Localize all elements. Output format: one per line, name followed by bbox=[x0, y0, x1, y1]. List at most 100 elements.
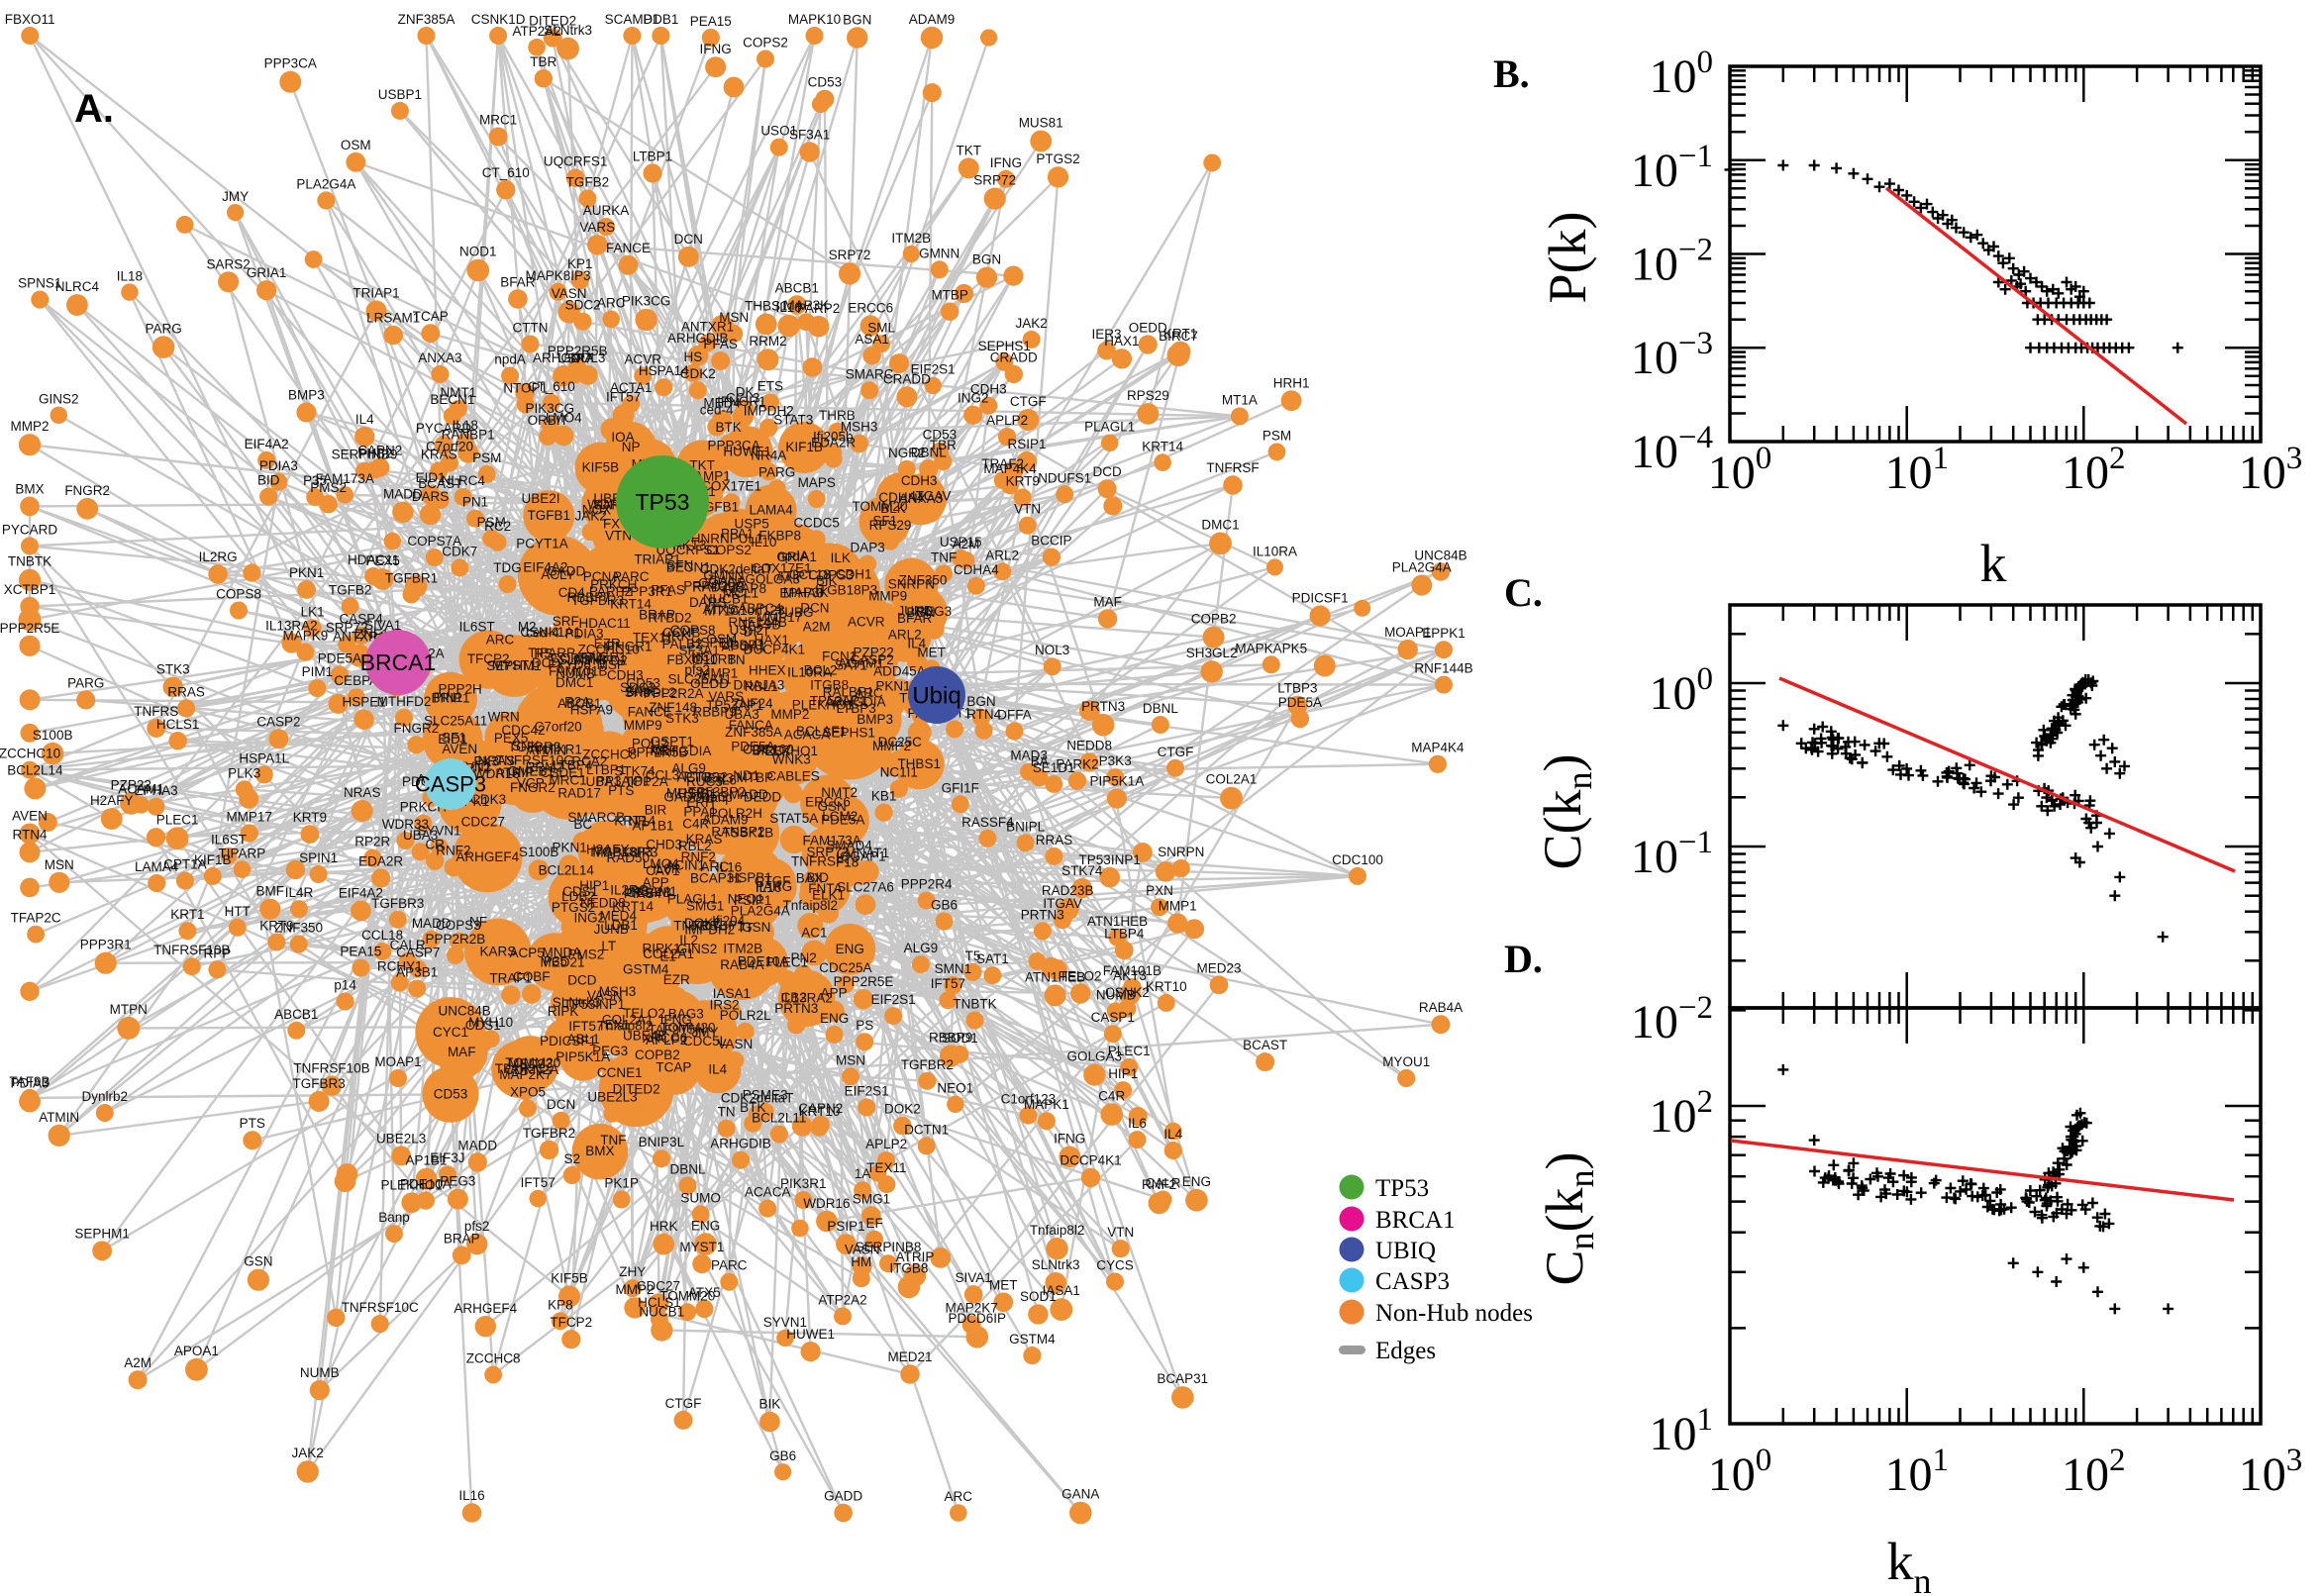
svg-text:RRM2: RRM2 bbox=[526, 760, 563, 775]
svg-text:MYOU1: MYOU1 bbox=[1382, 1054, 1430, 1069]
svg-text:MRC1: MRC1 bbox=[479, 113, 517, 128]
svg-text:LRSAM1: LRSAM1 bbox=[624, 884, 677, 899]
svg-text:CCL3: CCL3 bbox=[646, 767, 680, 782]
svg-text:KRT14: KRT14 bbox=[610, 597, 652, 612]
svg-text:Tnfaip8l2: Tnfaip8l2 bbox=[598, 1019, 654, 1034]
svg-text:TKT: TKT bbox=[689, 458, 715, 473]
svg-text:UBA3: UBA3 bbox=[725, 707, 759, 722]
svg-text:FBXO11: FBXO11 bbox=[5, 12, 55, 27]
svg-text:HCLS1: HCLS1 bbox=[156, 717, 200, 732]
svg-text:THBS1: THBS1 bbox=[745, 299, 788, 314]
svg-text:PSM: PSM bbox=[477, 515, 506, 530]
svg-text:FANCA: FANCA bbox=[729, 718, 773, 733]
svg-text:BC: BC bbox=[573, 817, 592, 832]
svg-text:RSIP1: RSIP1 bbox=[678, 786, 717, 801]
svg-text:NC: NC bbox=[691, 649, 711, 664]
svg-text:STK74: STK74 bbox=[1061, 863, 1103, 878]
svg-text:BRCA1: BRCA1 bbox=[1375, 1207, 1456, 1234]
svg-text:NEO1: NEO1 bbox=[937, 1081, 973, 1096]
svg-text:IL4: IL4 bbox=[355, 412, 374, 427]
svg-text:C(kn): C(kn) bbox=[1533, 754, 1599, 870]
svg-text:ENG: ENG bbox=[820, 1011, 849, 1026]
svg-text:COX17E1: COX17E1 bbox=[752, 560, 812, 575]
svg-text:CDS1: CDS1 bbox=[562, 884, 598, 899]
svg-text:KRT14: KRT14 bbox=[1142, 439, 1183, 453]
svg-text:KARS: KARS bbox=[480, 945, 517, 959]
svg-text:UBE2I: UBE2I bbox=[521, 491, 559, 506]
svg-text:ACVR: ACVR bbox=[848, 614, 885, 629]
svg-text:THBS1: THBS1 bbox=[897, 756, 941, 771]
svg-text:BNIP3L: BNIP3L bbox=[639, 1135, 685, 1149]
svg-text:RAD50: RAD50 bbox=[607, 850, 651, 865]
svg-text:PTGS2: PTGS2 bbox=[552, 900, 595, 915]
svg-text:PPP2R5B: PPP2R5B bbox=[628, 746, 688, 760]
svg-text:COL2A1: COL2A1 bbox=[643, 947, 694, 961]
svg-text:DCN: DCN bbox=[547, 1097, 575, 1112]
svg-text:PDE10A: PDE10A bbox=[738, 954, 789, 969]
svg-text:PTGS2: PTGS2 bbox=[683, 769, 727, 784]
svg-text:BRCA1: BRCA1 bbox=[360, 649, 437, 675]
svg-text:COPS8: COPS8 bbox=[216, 587, 261, 602]
svg-text:PCNA: PCNA bbox=[583, 569, 621, 584]
svg-text:MADD: MADD bbox=[457, 1138, 497, 1152]
svg-text:PP3AIP1: PP3AIP1 bbox=[596, 774, 651, 789]
svg-text:NOD1: NOD1 bbox=[459, 245, 497, 259]
svg-text:RSIP1: RSIP1 bbox=[1007, 437, 1046, 451]
svg-text:PKN1: PKN1 bbox=[875, 679, 910, 694]
svg-text:SLC25A11: SLC25A11 bbox=[424, 713, 487, 728]
svg-text:UBE4B: UBE4B bbox=[623, 1028, 666, 1043]
svg-text:COPB2: COPB2 bbox=[1191, 612, 1237, 627]
svg-text:LT: LT bbox=[601, 939, 616, 953]
svg-text:JAK2: JAK2 bbox=[575, 508, 607, 523]
svg-text:IL16: IL16 bbox=[756, 880, 781, 895]
svg-text:PRKCH: PRKCH bbox=[590, 577, 637, 592]
svg-text:KRAS: KRAS bbox=[421, 447, 457, 461]
svg-text:PLEC1: PLEC1 bbox=[1108, 1044, 1151, 1058]
svg-text:PPP3CA: PPP3CA bbox=[264, 56, 317, 71]
svg-text:TP53INP1: TP53INP1 bbox=[563, 997, 625, 1012]
svg-text:FBXO11: FBXO11 bbox=[666, 652, 717, 667]
svg-text:RBL2: RBL2 bbox=[678, 839, 712, 853]
svg-text:IL2RG: IL2RG bbox=[610, 883, 649, 898]
svg-text:WDR16: WDR16 bbox=[803, 1196, 850, 1211]
svg-text:MOAP1: MOAP1 bbox=[1384, 625, 1431, 640]
svg-text:IL6ST: IL6ST bbox=[211, 833, 247, 848]
svg-text:CAPN2: CAPN2 bbox=[357, 444, 402, 458]
svg-text:LDB1: LDB1 bbox=[604, 918, 638, 933]
svg-text:IFNG: IFNG bbox=[699, 42, 731, 56]
svg-text:BIR: BIR bbox=[645, 802, 667, 817]
svg-text:HSPE1: HSPE1 bbox=[342, 695, 385, 710]
svg-text:PARG: PARG bbox=[67, 675, 104, 690]
svg-text:HAX1: HAX1 bbox=[755, 633, 789, 648]
svg-text:TN: TN bbox=[718, 1105, 736, 1120]
svg-text:npdA: npdA bbox=[494, 352, 526, 367]
svg-text:RRM2: RRM2 bbox=[749, 334, 786, 349]
svg-text:ARHGEF4: ARHGEF4 bbox=[454, 1301, 517, 1316]
svg-text:IQGAP1: IQGAP1 bbox=[836, 848, 885, 863]
svg-text:PKN1: PKN1 bbox=[552, 840, 586, 854]
svg-text:GADD: GADD bbox=[547, 564, 585, 579]
svg-text:USBP1: USBP1 bbox=[721, 638, 764, 652]
svg-text:NUMB: NUMB bbox=[1096, 987, 1136, 1002]
svg-text:ADAM9: ADAM9 bbox=[702, 812, 749, 827]
svg-text:FANCE: FANCE bbox=[606, 241, 651, 255]
svg-text:RIPK: RIPK bbox=[548, 1004, 579, 1019]
svg-text:IFT57: IFT57 bbox=[521, 1175, 556, 1190]
svg-text:KP8: KP8 bbox=[548, 1297, 573, 1312]
svg-text:DITED2: DITED2 bbox=[613, 1081, 660, 1096]
svg-text:MET: MET bbox=[650, 743, 678, 757]
svg-text:RAD17: RAD17 bbox=[557, 786, 601, 801]
svg-text:ZNF148: ZNF148 bbox=[649, 700, 697, 715]
svg-text:PEX5: PEX5 bbox=[494, 731, 529, 746]
svg-text:HIP1: HIP1 bbox=[579, 878, 609, 893]
svg-text:NDUFS1: NDUFS1 bbox=[1038, 470, 1091, 485]
svg-text:S100B: S100B bbox=[519, 845, 559, 859]
svg-text:PYCARD: PYCARD bbox=[2, 522, 58, 537]
svg-text:HSPB1: HSPB1 bbox=[728, 870, 771, 885]
svg-text:DCTN1: DCTN1 bbox=[904, 1122, 949, 1137]
svg-text:LMO4: LMO4 bbox=[546, 411, 582, 426]
svg-text:MET: MET bbox=[917, 645, 946, 659]
svg-text:TGFB2: TGFB2 bbox=[329, 582, 372, 597]
svg-text:CDC5L: CDC5L bbox=[683, 1034, 728, 1048]
svg-text:BMX: BMX bbox=[15, 482, 44, 497]
